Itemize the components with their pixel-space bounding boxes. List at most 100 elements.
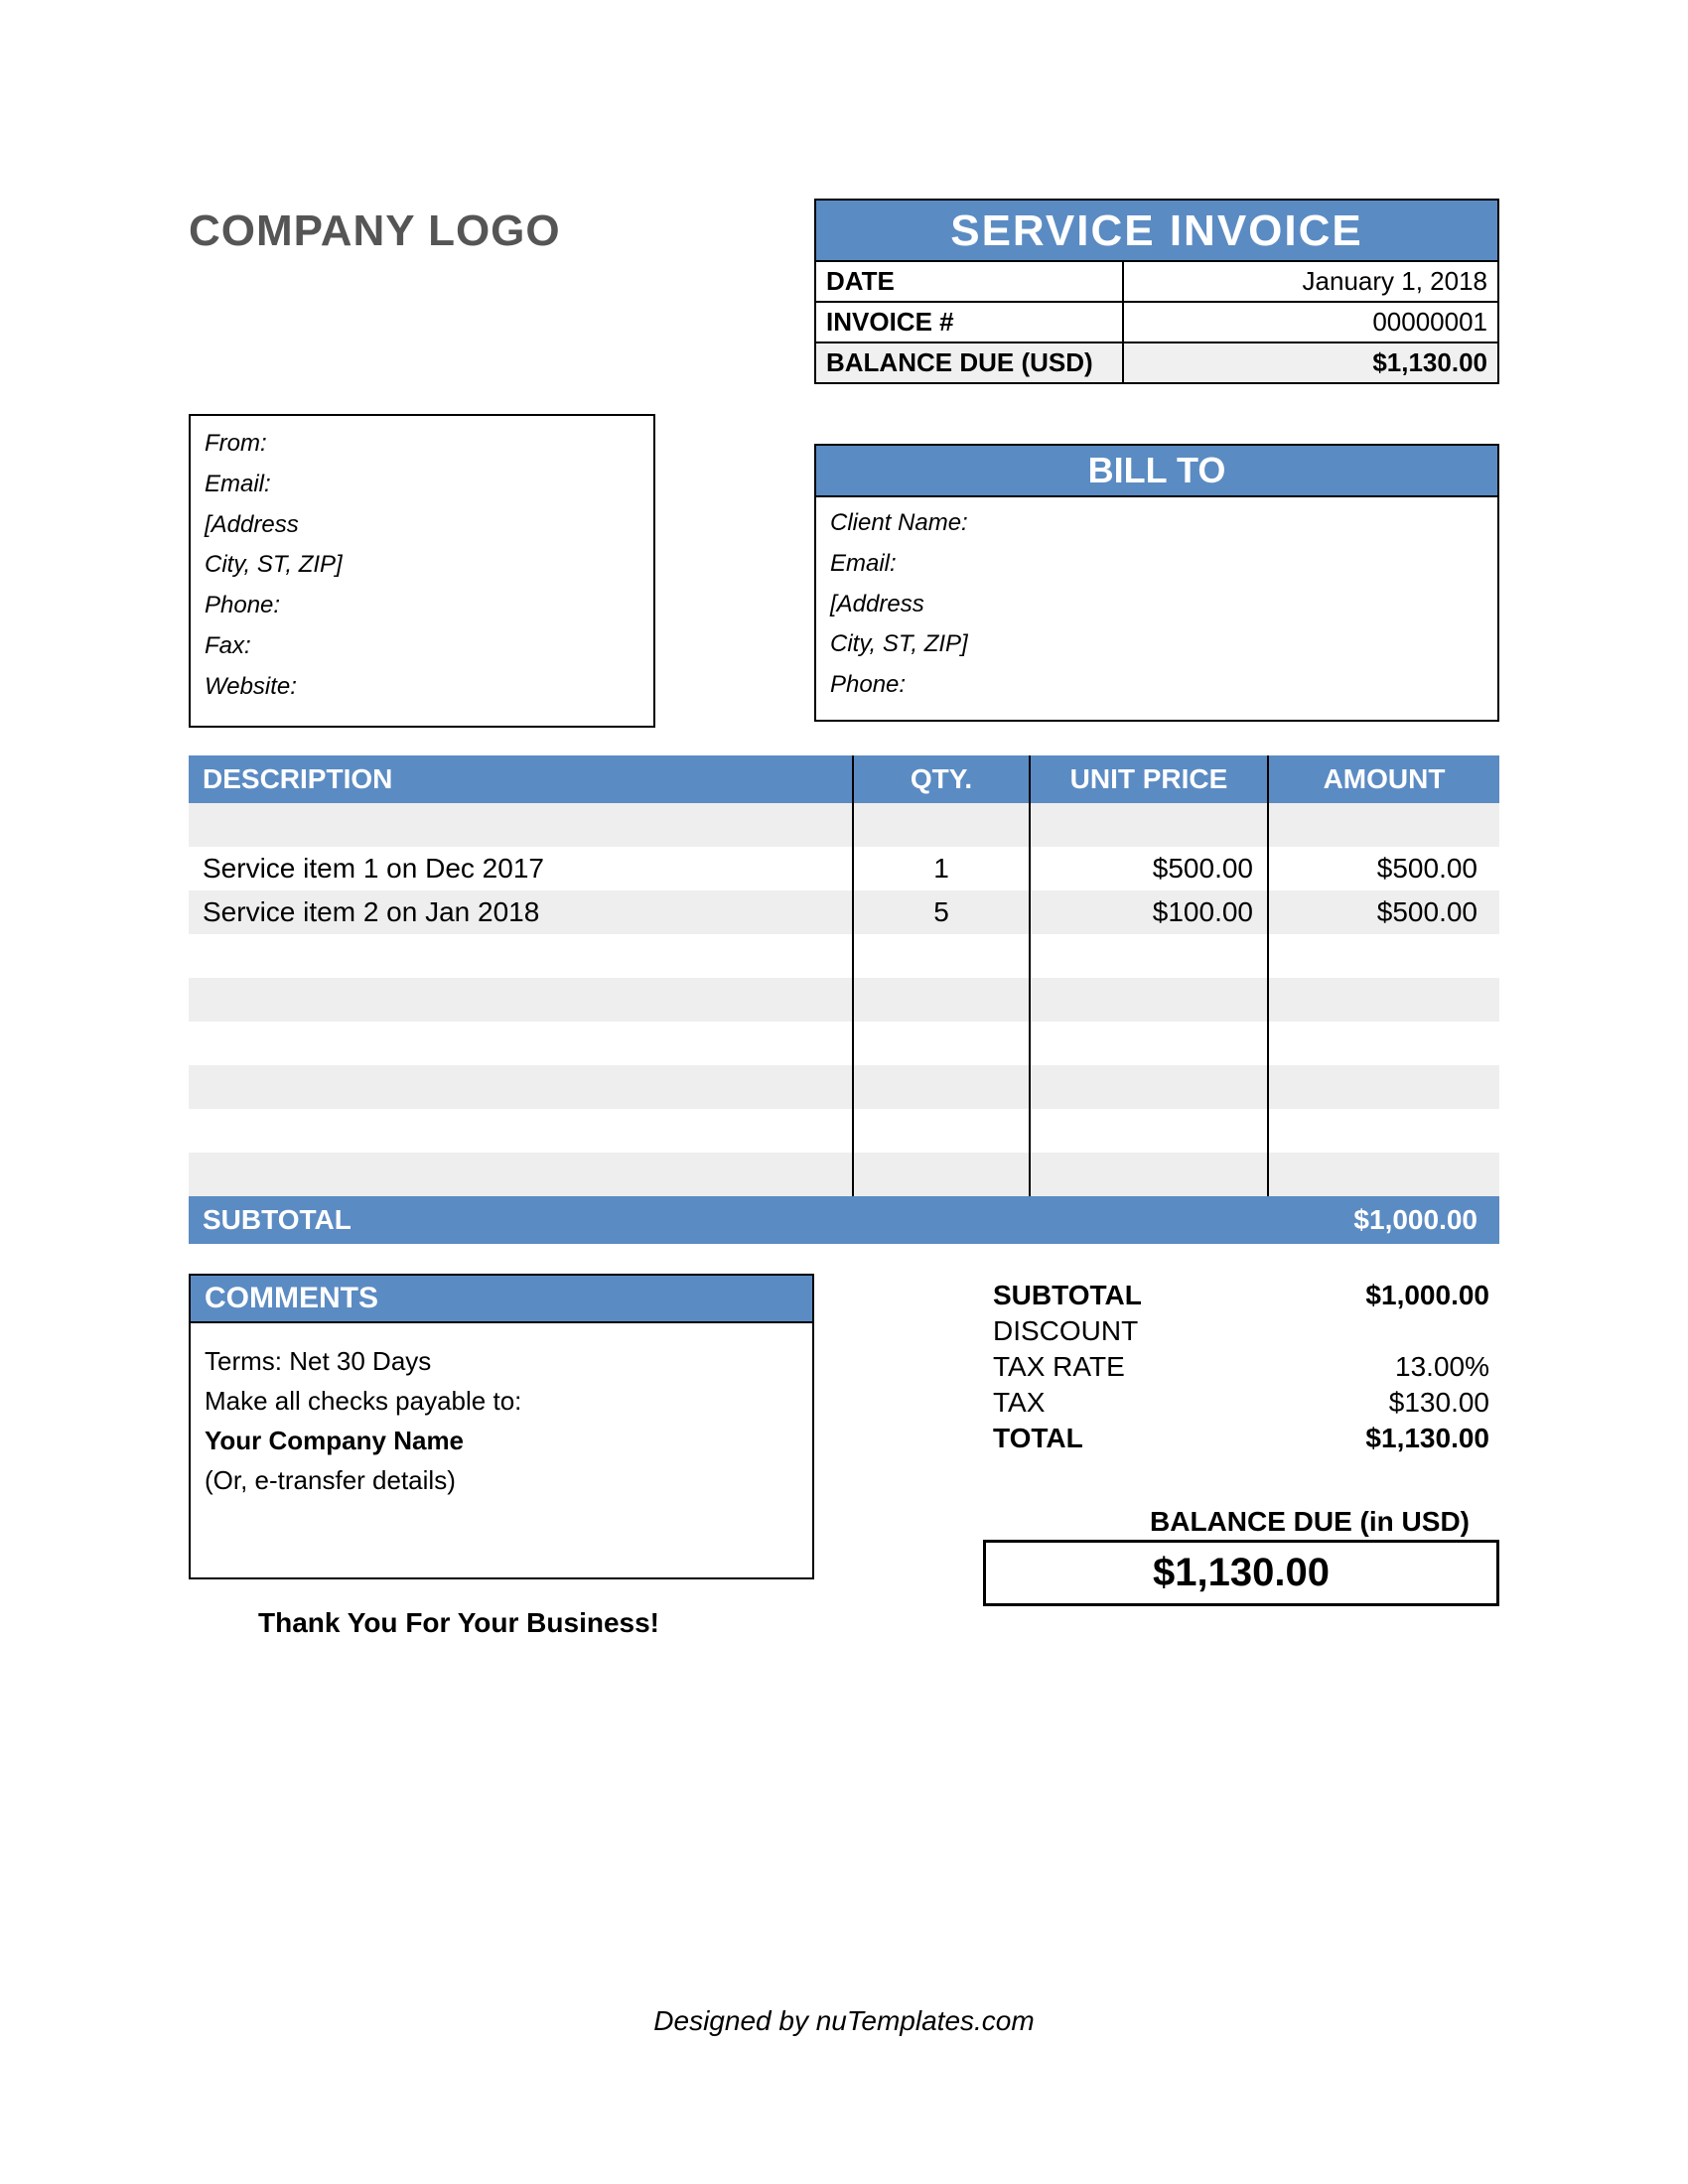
table-subtotal-row: SUBTOTAL $1,000.00 <box>189 1196 1499 1244</box>
invoice-page: COMPANY LOGO SERVICE INVOICE DATE Januar… <box>189 199 1499 1639</box>
bill-to-address-1: [Address <box>830 585 1483 625</box>
totals-total-row: TOTAL $1,130.00 <box>983 1421 1499 1456</box>
from-address-2: City, ST, ZIP] <box>205 545 639 586</box>
totals-discount-row: DISCOUNT <box>983 1313 1499 1349</box>
comments-column: COMMENTS Terms: Net 30 Days Make all che… <box>189 1274 814 1639</box>
meta-invoice-num-row: INVOICE # 00000001 <box>816 301 1497 341</box>
cell-unit-price: $500.00 <box>1031 847 1269 890</box>
table-row <box>189 1109 1499 1153</box>
footer-credit: Designed by nuTemplates.com <box>0 2005 1688 2037</box>
totals-total-value: $1,130.00 <box>1365 1423 1489 1454</box>
balance-due-label: BALANCE DUE (USD) <box>816 343 1124 382</box>
balance-due-caption: BALANCE DUE (in USD) <box>983 1506 1499 1538</box>
cell-qty <box>852 1022 1031 1065</box>
totals-tax-rate-label: TAX RATE <box>993 1351 1125 1383</box>
cell-qty <box>852 1109 1031 1153</box>
cell-amount <box>1269 1153 1499 1196</box>
cell-qty: 5 <box>852 890 1031 934</box>
table-header: DESCRIPTION QTY. UNIT PRICE AMOUNT <box>189 755 1499 803</box>
cell-amount: $500.00 <box>1269 847 1499 890</box>
bill-to-phone: Phone: <box>830 665 1483 706</box>
invoice-title: SERVICE INVOICE <box>816 201 1497 260</box>
cell-amount <box>1269 1022 1499 1065</box>
col-description: DESCRIPTION <box>189 755 852 803</box>
meta-balance-row: BALANCE DUE (USD) $1,130.00 <box>816 341 1497 382</box>
from-fax: Fax: <box>205 626 639 667</box>
table-row <box>189 1153 1499 1196</box>
meta-date-row: DATE January 1, 2018 <box>816 260 1497 301</box>
addresses-row: From: Email: [Address City, ST, ZIP] Pho… <box>189 424 1499 728</box>
cell-amount <box>1269 978 1499 1022</box>
cell-qty <box>852 803 1031 847</box>
cell-amount <box>1269 934 1499 978</box>
table-row: Service item 2 on Jan 20185$100.00$500.0… <box>189 890 1499 934</box>
cell-unit-price: $100.00 <box>1031 890 1269 934</box>
from-website: Website: <box>205 667 639 708</box>
table-subtotal-value: $1,000.00 <box>1353 1204 1477 1236</box>
header-row: COMPANY LOGO SERVICE INVOICE DATE Januar… <box>189 199 1499 384</box>
bill-to-email: Email: <box>830 544 1483 585</box>
cell-unit-price <box>1031 1153 1269 1196</box>
invoice-number-value: 00000001 <box>1124 303 1497 341</box>
bill-to-title: BILL TO <box>814 444 1499 495</box>
from-box: From: Email: [Address City, ST, ZIP] Pho… <box>189 414 655 728</box>
totals-subtotal-row: SUBTOTAL $1,000.00 <box>983 1278 1499 1313</box>
invoice-number-label: INVOICE # <box>816 303 1124 341</box>
comments-box: Terms: Net 30 Days Make all checks payab… <box>189 1321 814 1579</box>
col-amount: AMOUNT <box>1269 755 1499 803</box>
comments-company-name: Your Company Name <box>205 1421 798 1460</box>
thank-you-message: Thank You For Your Business! <box>258 1607 814 1639</box>
cell-unit-price <box>1031 1065 1269 1109</box>
date-label: DATE <box>816 262 1124 301</box>
bill-to-box: Client Name: Email: [Address City, ST, Z… <box>814 495 1499 722</box>
cell-amount <box>1269 1065 1499 1109</box>
comments-terms: Terms: Net 30 Days <box>205 1341 798 1381</box>
comments-payable: Make all checks payable to: <box>205 1381 798 1421</box>
from-phone: Phone: <box>205 586 639 626</box>
date-value: January 1, 2018 <box>1124 262 1497 301</box>
from-email: Email: <box>205 465 639 505</box>
table-body: Service item 1 on Dec 20171$500.00$500.0… <box>189 803 1499 1196</box>
comments-etransfer: (Or, e-transfer details) <box>205 1460 798 1500</box>
col-qty: QTY. <box>852 755 1031 803</box>
cell-description: Service item 1 on Dec 2017 <box>189 853 852 885</box>
cell-unit-price <box>1031 934 1269 978</box>
comments-title: COMMENTS <box>189 1274 814 1321</box>
cell-amount <box>1269 1109 1499 1153</box>
totals-total-label: TOTAL <box>993 1423 1083 1454</box>
totals-subtotal-value: $1,000.00 <box>1365 1280 1489 1311</box>
table-row <box>189 978 1499 1022</box>
totals-tax-row: TAX $130.00 <box>983 1385 1499 1421</box>
bill-to-client: Client Name: <box>830 503 1483 544</box>
cell-qty <box>852 934 1031 978</box>
table-subtotal-label: SUBTOTAL <box>203 1204 1353 1236</box>
line-items-table: DESCRIPTION QTY. UNIT PRICE AMOUNT Servi… <box>189 755 1499 1244</box>
balance-due-block: BALANCE DUE (in USD) $1,130.00 <box>983 1506 1499 1606</box>
cell-qty <box>852 1065 1031 1109</box>
bottom-row: COMMENTS Terms: Net 30 Days Make all che… <box>189 1274 1499 1639</box>
cell-unit-price <box>1031 978 1269 1022</box>
cell-qty <box>852 978 1031 1022</box>
table-row <box>189 1022 1499 1065</box>
company-logo-placeholder: COMPANY LOGO <box>189 206 561 256</box>
from-line: From: <box>205 424 639 465</box>
cell-qty: 1 <box>852 847 1031 890</box>
totals-tax-rate-row: TAX RATE 13.00% <box>983 1349 1499 1385</box>
bill-to-section: BILL TO Client Name: Email: [Address Cit… <box>814 444 1499 728</box>
balance-due-value: $1,130.00 <box>1124 343 1497 382</box>
cell-amount <box>1269 803 1499 847</box>
totals-tax-label: TAX <box>993 1387 1045 1419</box>
cell-description: Service item 2 on Jan 2018 <box>189 896 852 928</box>
totals-tax-rate-value: 13.00% <box>1395 1351 1489 1383</box>
from-address-1: [Address <box>205 505 639 546</box>
comments-section: COMMENTS Terms: Net 30 Days Make all che… <box>189 1274 814 1579</box>
totals-block: SUBTOTAL $1,000.00 DISCOUNT TAX RATE 13.… <box>983 1278 1499 1456</box>
totals-subtotal-label: SUBTOTAL <box>993 1280 1142 1311</box>
table-row <box>189 1065 1499 1109</box>
cell-unit-price <box>1031 1022 1269 1065</box>
totals-tax-value: $130.00 <box>1389 1387 1489 1419</box>
bill-to-address-2: City, ST, ZIP] <box>830 624 1483 665</box>
col-unit-price: UNIT PRICE <box>1031 755 1269 803</box>
table-row <box>189 803 1499 847</box>
cell-unit-price <box>1031 1109 1269 1153</box>
